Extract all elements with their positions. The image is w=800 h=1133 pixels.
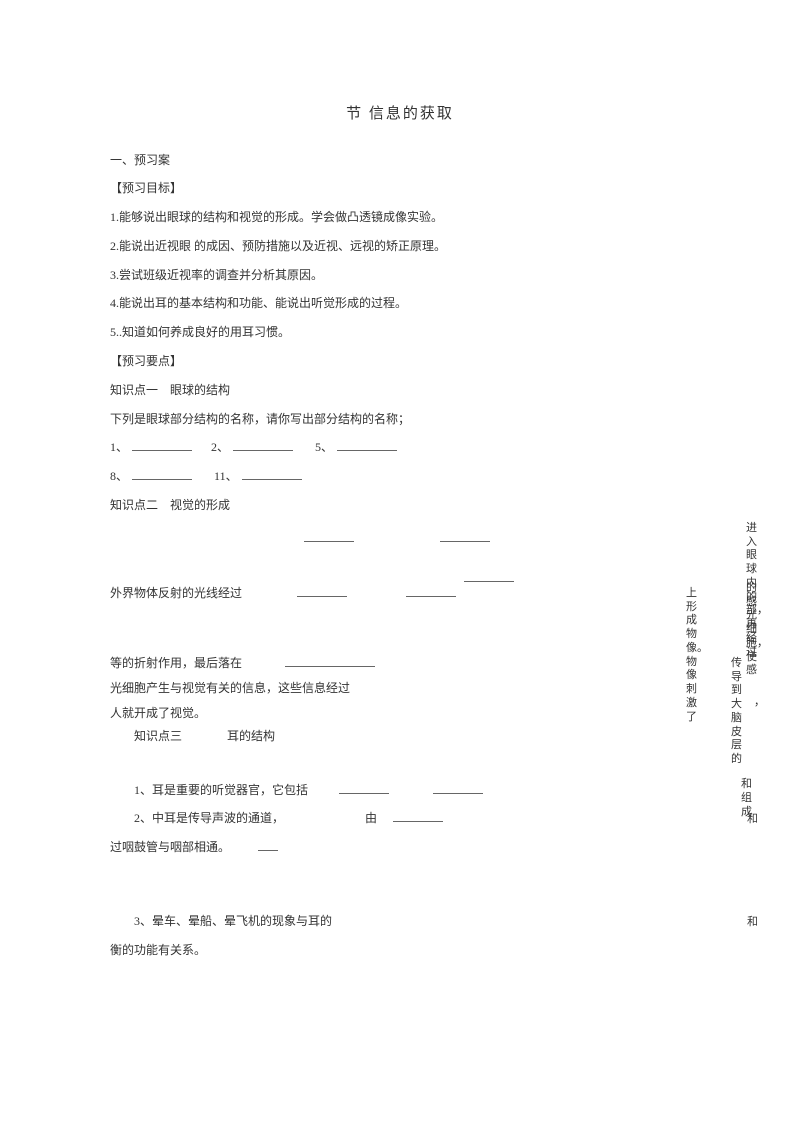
text: 过咽鼓管与咽部相通。 [110, 840, 230, 854]
preview-points-header: 【预习要点】 [110, 350, 690, 373]
goal-1: 1.能够说出眼球的结构和视觉的形成。学会做凸透镜成像实验。 [110, 206, 690, 229]
goal-5: 5..知道如何养成良好的用耳习惯。 [110, 321, 690, 344]
blank [242, 466, 302, 480]
blank [464, 568, 514, 582]
blank [337, 437, 397, 451]
kp3-header-row: 知识点三 耳的结构 [110, 725, 690, 748]
kp2-line2: 等的折射作用，最后落在 [110, 656, 242, 670]
blank [393, 808, 443, 822]
blank [339, 780, 389, 794]
kp2-line3: 光细胞产生与视觉有关的信息，这些信息经过 [110, 681, 350, 695]
kp2-comma: ， [754, 692, 765, 713]
kp2-header: 知识点二 视觉的形成 [110, 494, 690, 517]
kp1-fill-row-1: 1、 2、 5、 [110, 436, 690, 459]
kp3-header: 知识点三 [134, 729, 182, 743]
section-header: 一、预习案 [110, 149, 690, 172]
label-5: 5、 [315, 440, 333, 454]
kp3-line3: 3、晕车、晕船、晕飞机的现象与耳的 [110, 910, 690, 933]
kp3-header2: 耳的结构 [227, 729, 275, 743]
goal-2-a: 2.能说出近视眼 [110, 239, 191, 253]
label-11: 11、 [214, 469, 238, 483]
blank [233, 437, 293, 451]
kp2-side2: 上形成物像。物像刺激了 [686, 587, 700, 725]
preview-goal-header: 【预习目标】 [110, 177, 690, 200]
blank [304, 528, 354, 542]
blank [440, 528, 490, 542]
kp3-l2-right: 和 [747, 809, 758, 830]
kp1-fill-row-2: 8、 11、 [110, 465, 690, 488]
blank [285, 653, 375, 667]
goal-2: 2.能说出近视眼 的成因、预防措施以及近视、远视的矫正原理。 [110, 235, 690, 258]
goal-2-b: 的成因、预防措施以及近视、远视的矫正原理。 [194, 239, 446, 253]
kp3-l1-text: 1、耳是重要的听觉器官，它包括 [134, 783, 308, 797]
kp2-line4: 人就开成了视觉。 [110, 706, 206, 720]
blank [297, 583, 347, 597]
blank [433, 780, 483, 794]
kp1-intro: 下列是眼球部分结构的名称，请你写出部分结构的名称； [110, 408, 690, 431]
blank [132, 466, 192, 480]
kp3-l2-a: 2、中耳是传导声波的通道， [134, 811, 284, 825]
label-2: 2、 [211, 440, 229, 454]
blank [406, 583, 456, 597]
blank [132, 437, 192, 451]
kp2-side4: 传导到大脑皮层的 [731, 657, 745, 767]
goal-3: 3.尝试班级近视率的调查并分析其原因。 [110, 264, 690, 287]
label-1: 1、 [110, 440, 128, 454]
kp2-line1: 外界物体反射的光线经过 [110, 586, 242, 600]
kp2-side3: 的感光细胞，使感 [746, 582, 760, 678]
kp3-l2-b: 由 [365, 811, 377, 825]
page-title: 节 信息的获取 [110, 100, 690, 129]
kp3-l3-right: 和 [747, 912, 758, 933]
text: 和 [741, 778, 752, 790]
kp1-header: 知识点一 眼球的结构 [110, 379, 690, 402]
kp3-line1: 1、耳是重要的听觉器官，它包括 [110, 779, 690, 802]
kp3-line3-tail: 衡的功能有关系。 [110, 939, 690, 962]
kp3-l3-text: 3、晕车、晕船、晕飞机的现象与耳的 [134, 914, 332, 928]
blank [258, 837, 278, 851]
label-8: 8、 [110, 469, 128, 483]
goal-4: 4.能说出耳的基本结构和功能、能说出听觉形成的过程。 [110, 292, 690, 315]
kp3-line2-tail: 过咽鼓管与咽部相通。 [110, 836, 690, 859]
kp3-line2: 2、中耳是传导声波的通道， 由 [110, 807, 690, 830]
